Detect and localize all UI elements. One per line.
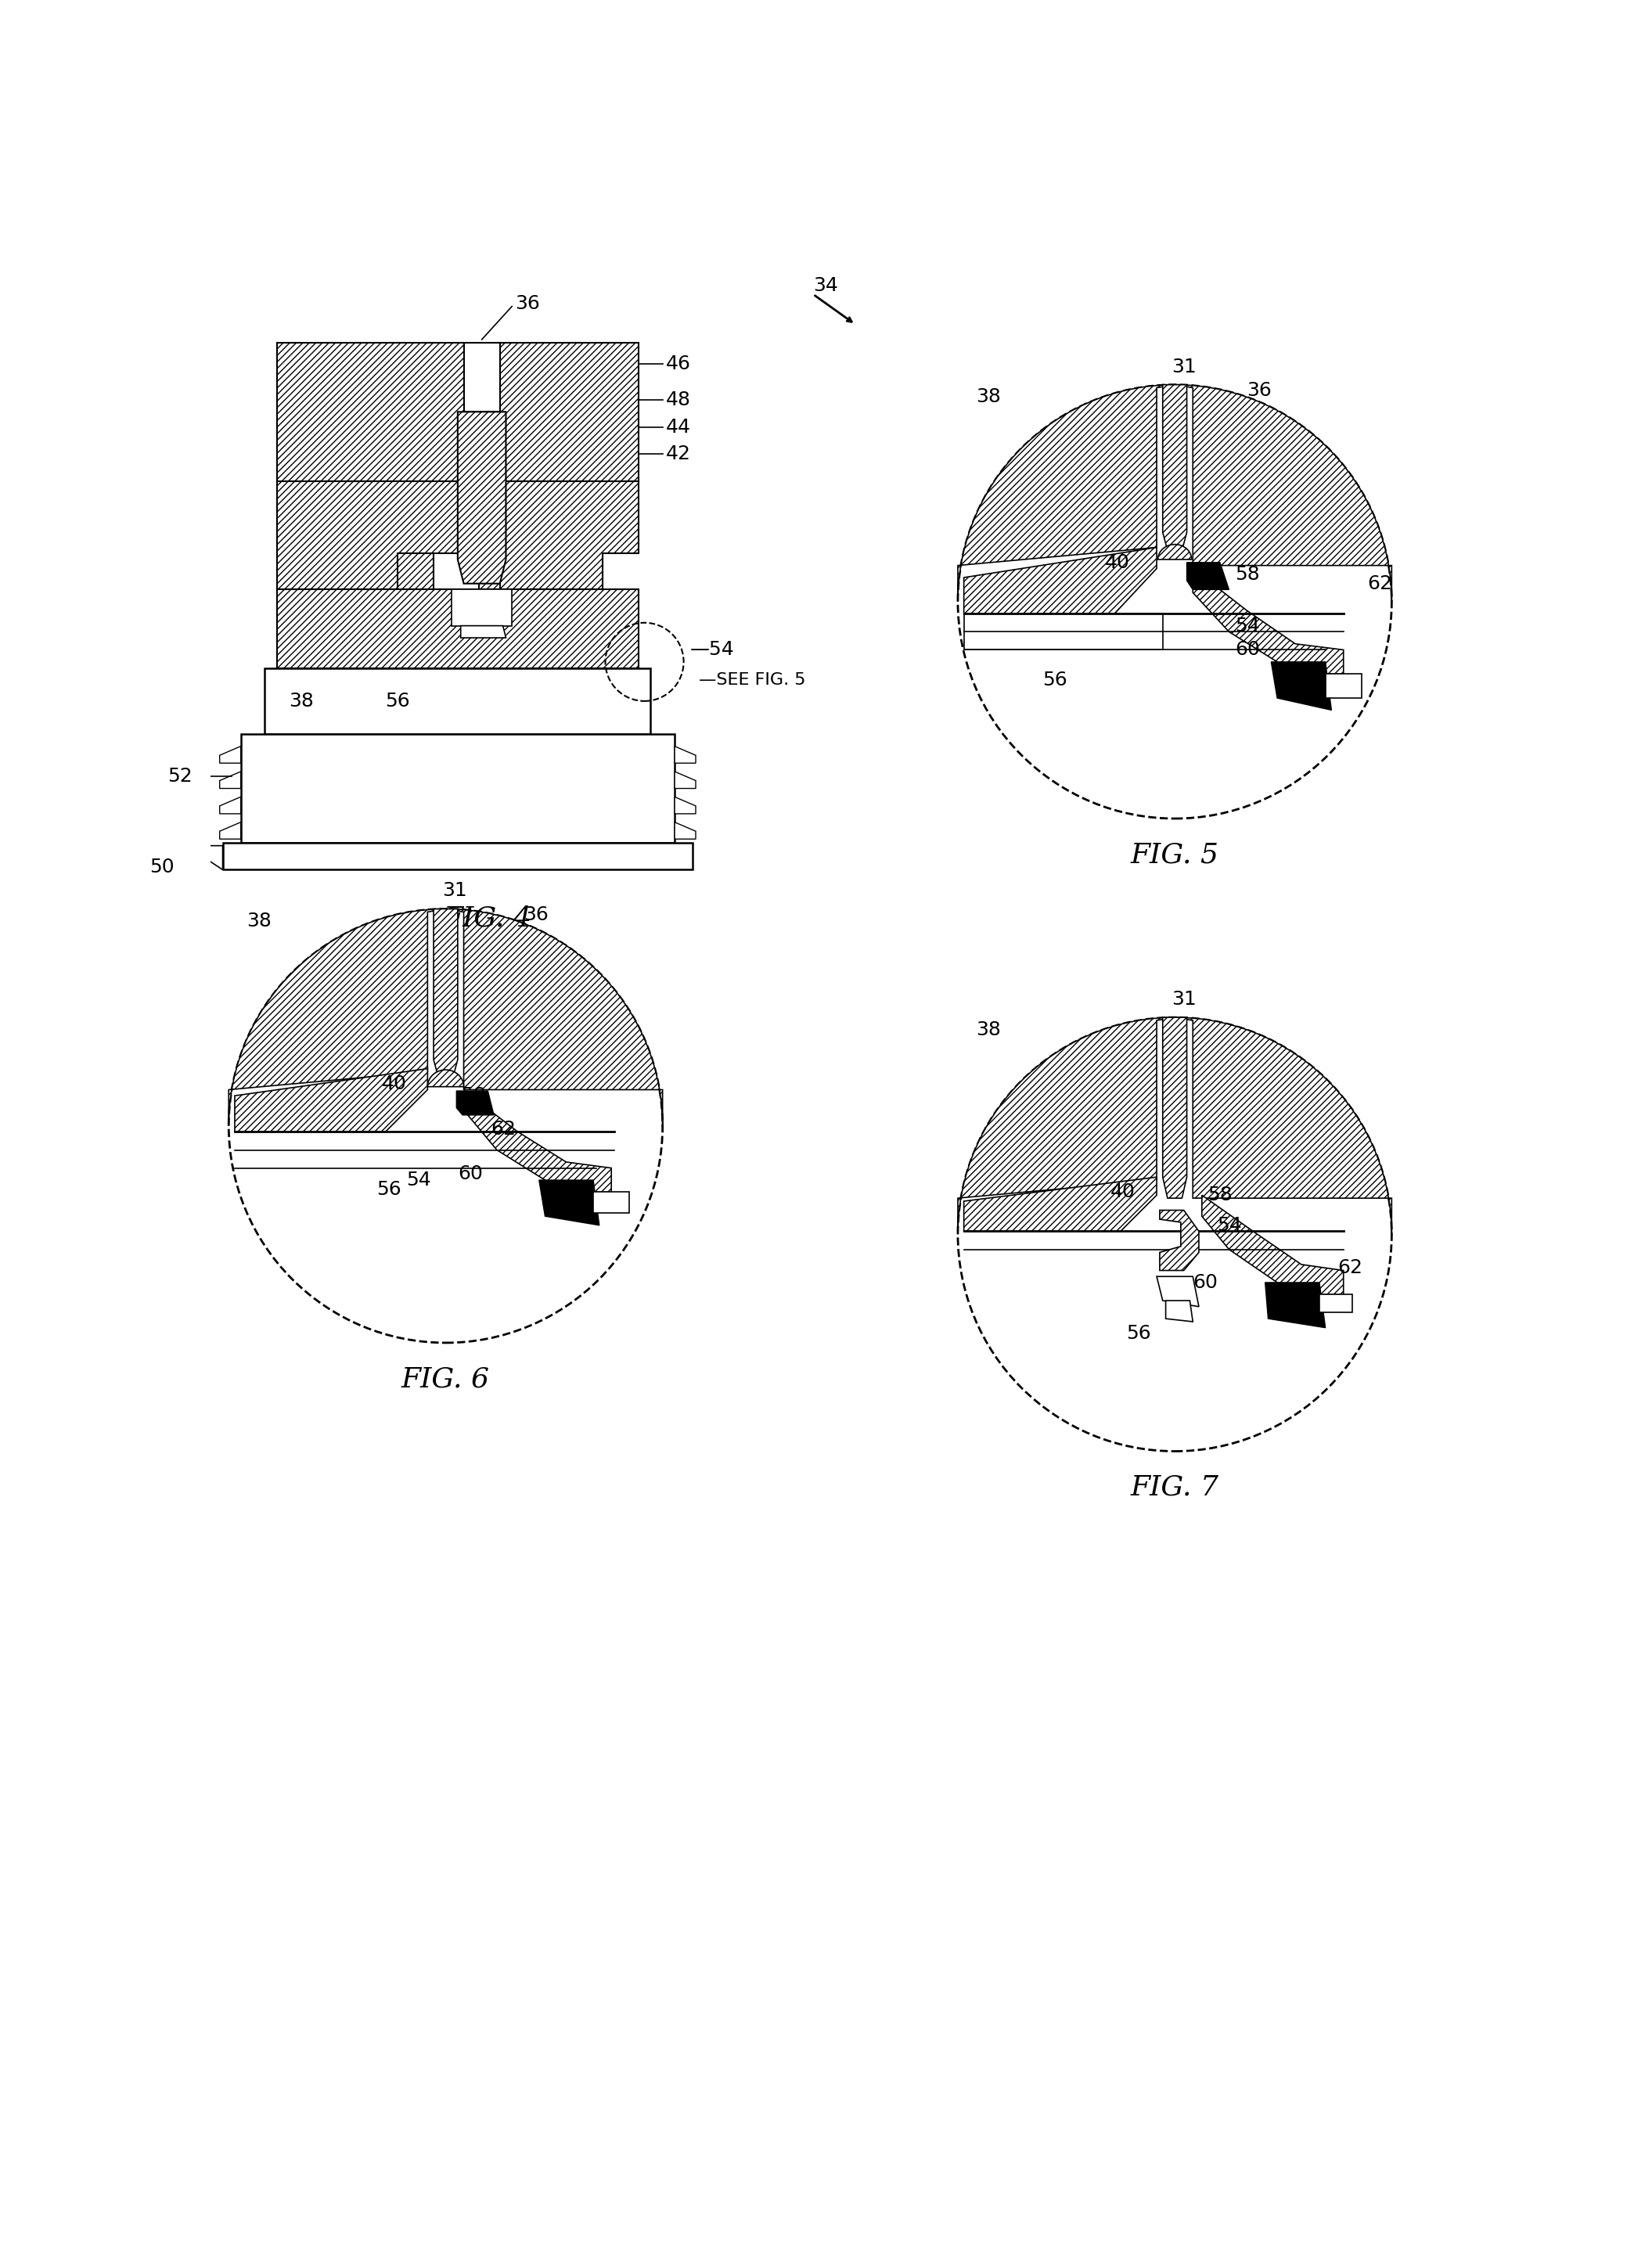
Text: 38: 38	[976, 1020, 1001, 1038]
Polygon shape	[205, 846, 223, 871]
Polygon shape	[220, 798, 241, 814]
Polygon shape	[241, 735, 674, 843]
Text: 56: 56	[377, 1179, 401, 1199]
Text: 60: 60	[458, 1165, 482, 1183]
Text: 36: 36	[515, 295, 540, 313]
Polygon shape	[1175, 1018, 1391, 1233]
Text: 50: 50	[150, 857, 175, 875]
Text: 54: 54	[1218, 1215, 1242, 1236]
Text: 60: 60	[1193, 1274, 1218, 1292]
Polygon shape	[458, 413, 506, 583]
Polygon shape	[264, 669, 651, 735]
Polygon shape	[468, 1093, 611, 1192]
Text: 58: 58	[1208, 1186, 1232, 1204]
Polygon shape	[958, 385, 1175, 601]
Text: 31: 31	[1171, 991, 1196, 1009]
Text: 56: 56	[1127, 1324, 1151, 1342]
Polygon shape	[235, 1068, 428, 1131]
Text: FIG. 5: FIG. 5	[1130, 841, 1219, 868]
Polygon shape	[278, 589, 638, 669]
Text: 31: 31	[443, 882, 468, 900]
Polygon shape	[223, 843, 692, 871]
Text: 56: 56	[385, 691, 410, 710]
Polygon shape	[278, 342, 464, 481]
Polygon shape	[461, 626, 506, 637]
Polygon shape	[1203, 1195, 1343, 1294]
Polygon shape	[1193, 569, 1343, 673]
Polygon shape	[451, 589, 512, 626]
Text: 58: 58	[461, 1086, 486, 1104]
Polygon shape	[1158, 544, 1191, 560]
Polygon shape	[428, 1070, 464, 1086]
Polygon shape	[1320, 1294, 1353, 1313]
Text: 58: 58	[1236, 564, 1260, 585]
Polygon shape	[963, 614, 1163, 651]
Polygon shape	[433, 909, 458, 1077]
Polygon shape	[220, 771, 241, 789]
Text: 40: 40	[382, 1075, 406, 1093]
Text: 54: 54	[1236, 617, 1260, 635]
Text: 31: 31	[1171, 358, 1196, 376]
Polygon shape	[1156, 1276, 1199, 1306]
Text: 60: 60	[1236, 642, 1260, 660]
Text: 62: 62	[491, 1120, 515, 1138]
Text: FIG. 6: FIG. 6	[401, 1365, 491, 1392]
Text: —SEE FIG. 5: —SEE FIG. 5	[699, 671, 806, 687]
Text: —54: —54	[689, 642, 733, 660]
Text: 34: 34	[813, 277, 838, 295]
Polygon shape	[958, 1018, 1175, 1233]
Polygon shape	[464, 342, 501, 413]
Text: 38: 38	[246, 911, 271, 929]
Polygon shape	[278, 481, 464, 589]
Polygon shape	[1163, 1018, 1186, 1199]
Polygon shape	[456, 1090, 494, 1115]
Polygon shape	[674, 771, 695, 789]
Text: 44: 44	[666, 417, 691, 435]
Circle shape	[958, 1018, 1391, 1451]
Polygon shape	[1270, 662, 1332, 710]
Polygon shape	[593, 1192, 629, 1213]
Polygon shape	[963, 546, 1156, 614]
Polygon shape	[674, 746, 695, 764]
Text: 46: 46	[666, 354, 691, 374]
Text: FIG. 4: FIG. 4	[444, 905, 532, 932]
Text: 38: 38	[289, 691, 314, 710]
Polygon shape	[501, 481, 638, 589]
Polygon shape	[1160, 1211, 1199, 1270]
Text: 52: 52	[169, 766, 193, 787]
Text: 36: 36	[524, 905, 548, 925]
Polygon shape	[1166, 1301, 1193, 1322]
Text: 40: 40	[1110, 1183, 1135, 1202]
Polygon shape	[314, 481, 433, 589]
Polygon shape	[220, 746, 241, 764]
Text: FIG. 7: FIG. 7	[1130, 1474, 1219, 1501]
Circle shape	[228, 909, 662, 1342]
Text: 54: 54	[406, 1170, 431, 1190]
Polygon shape	[1163, 385, 1186, 551]
Polygon shape	[674, 823, 695, 839]
Text: 62: 62	[1368, 574, 1393, 594]
Polygon shape	[963, 1177, 1156, 1231]
Polygon shape	[539, 1181, 600, 1224]
Polygon shape	[1325, 673, 1361, 698]
Text: 40: 40	[1105, 553, 1130, 571]
Text: 36: 36	[1247, 381, 1272, 401]
Polygon shape	[1175, 385, 1391, 601]
Polygon shape	[228, 909, 446, 1127]
Polygon shape	[674, 798, 695, 814]
Circle shape	[958, 385, 1391, 818]
Polygon shape	[479, 481, 603, 589]
Polygon shape	[220, 823, 241, 839]
Polygon shape	[1265, 1283, 1325, 1328]
Polygon shape	[501, 342, 638, 481]
Text: 56: 56	[1042, 671, 1067, 689]
Text: 38: 38	[976, 388, 1001, 406]
Text: 48: 48	[666, 390, 691, 408]
Text: 62: 62	[1338, 1258, 1363, 1276]
Text: 42: 42	[666, 444, 691, 462]
Polygon shape	[1186, 562, 1229, 589]
Polygon shape	[446, 909, 662, 1127]
